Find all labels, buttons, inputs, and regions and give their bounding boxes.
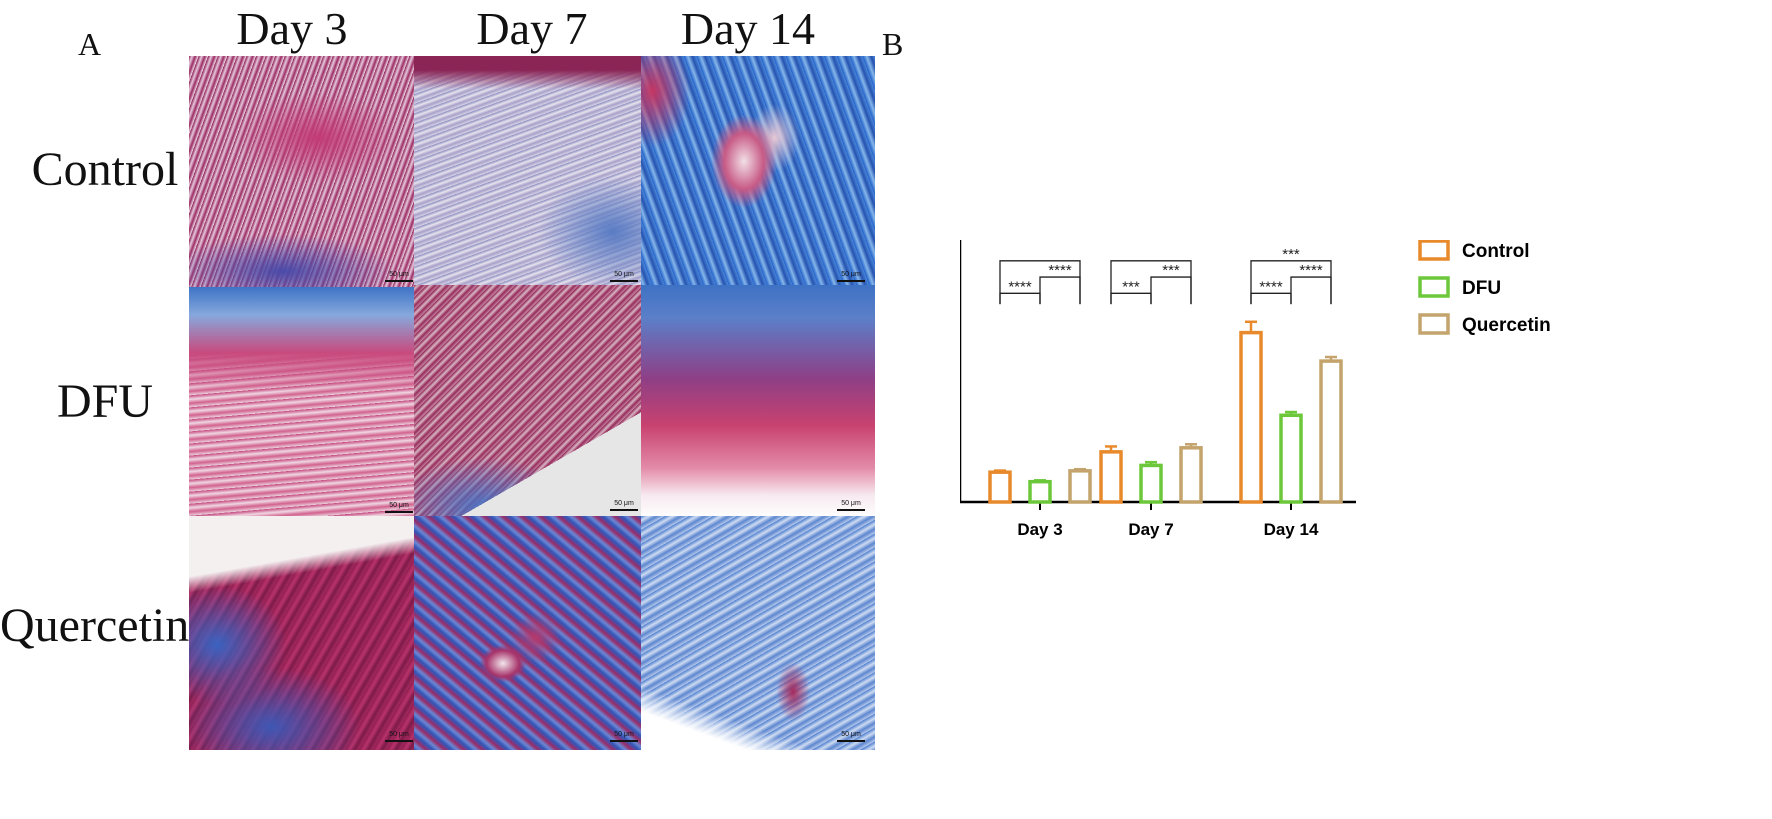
scale-bar: 50 μm [837, 500, 865, 511]
scale-bar-label: 50 μm [389, 731, 409, 738]
micrograph-quercetin-day-3: 50 μm [189, 516, 423, 750]
significance-label: **** [1299, 262, 1323, 279]
significance-label: *** [1122, 278, 1140, 295]
scale-bar: 50 μm [610, 271, 638, 282]
micrograph-dfu-day-14: 50 μm [641, 285, 875, 519]
row-header-quercetin: Quercetin [0, 599, 190, 652]
column-header-day-7: Day 7 [476, 3, 588, 54]
micrograph-control-day-7: 50 μm [414, 56, 648, 290]
x-tick-label: Day 14 [1264, 520, 1319, 539]
significance-bracket [1290, 276, 1332, 305]
legend-swatch [1418, 276, 1450, 298]
scale-bar-label: 50 μm [614, 271, 634, 278]
scale-bar-label: 50 μm [614, 731, 634, 738]
scale-bar: 50 μm [385, 271, 413, 282]
scale-bar-label: 50 μm [389, 271, 409, 278]
micrograph-dfu-day-3: 50 μm [189, 287, 423, 521]
scale-bar: 50 μm [610, 731, 638, 742]
bar [1028, 479, 1052, 504]
bar [1139, 463, 1163, 504]
scale-bar: 50 μm [837, 271, 865, 282]
scale-bar-label: 50 μm [841, 500, 861, 507]
bar [1239, 330, 1263, 504]
panel-a-label: A [78, 26, 102, 62]
bar [1068, 469, 1092, 504]
significance-bracket [1150, 276, 1192, 305]
significance-bracket [1110, 260, 1192, 305]
scale-bar-label: 50 μm [841, 271, 861, 278]
legend-label: DFU [1462, 278, 1501, 299]
bar [988, 470, 1012, 504]
legend-swatch [1418, 313, 1450, 335]
micrograph-control-day-3: 50 μm [189, 56, 423, 290]
column-header-day-14: Day 14 [680, 3, 816, 54]
scale-bar-label: 50 μm [389, 502, 409, 509]
significance-label: **** [1048, 262, 1072, 279]
scale-bar: 50 μm [837, 731, 865, 742]
x-tick-label: Day 7 [1128, 520, 1173, 539]
scale-bar: 50 μm [610, 500, 638, 511]
column-header-day-3: Day 3 [236, 3, 348, 54]
bar [1319, 359, 1343, 504]
bar [1099, 450, 1123, 504]
significance-bracket [999, 260, 1081, 305]
micrograph-quercetin-day-7: 50 μm [414, 516, 648, 750]
significance-bracket [1250, 260, 1332, 305]
panel-b-label: B [882, 26, 904, 62]
scale-bar-label: 50 μm [614, 500, 634, 507]
collagen-bar-chart: 0.00.20.40.60.81.0Collagen volume fracti… [960, 240, 1551, 539]
legend-label: Control [1462, 241, 1530, 262]
scale-bar: 50 μm [385, 731, 413, 742]
significance-label: *** [1162, 262, 1180, 279]
bar [1179, 446, 1203, 504]
significance-label: **** [1259, 278, 1283, 295]
micrograph-control-day-14: 50 μm [641, 56, 875, 290]
scale-bar-label: 50 μm [841, 731, 861, 738]
x-tick-label: Day 3 [1017, 520, 1062, 539]
legend-label: Quercetin [1462, 315, 1551, 336]
micrograph-dfu-day-7: 50 μm [414, 285, 648, 519]
row-header-dfu: DFU [56, 375, 154, 428]
micrograph-quercetin-day-14: 50 μm [641, 516, 875, 750]
legend-swatch [1418, 240, 1450, 261]
scale-bar: 50 μm [385, 502, 413, 513]
bar [1279, 413, 1303, 504]
significance-label: **** [1008, 278, 1032, 295]
row-header-control: Control [31, 143, 179, 196]
significance-label: *** [1282, 246, 1300, 263]
significance-bracket [1039, 276, 1081, 305]
